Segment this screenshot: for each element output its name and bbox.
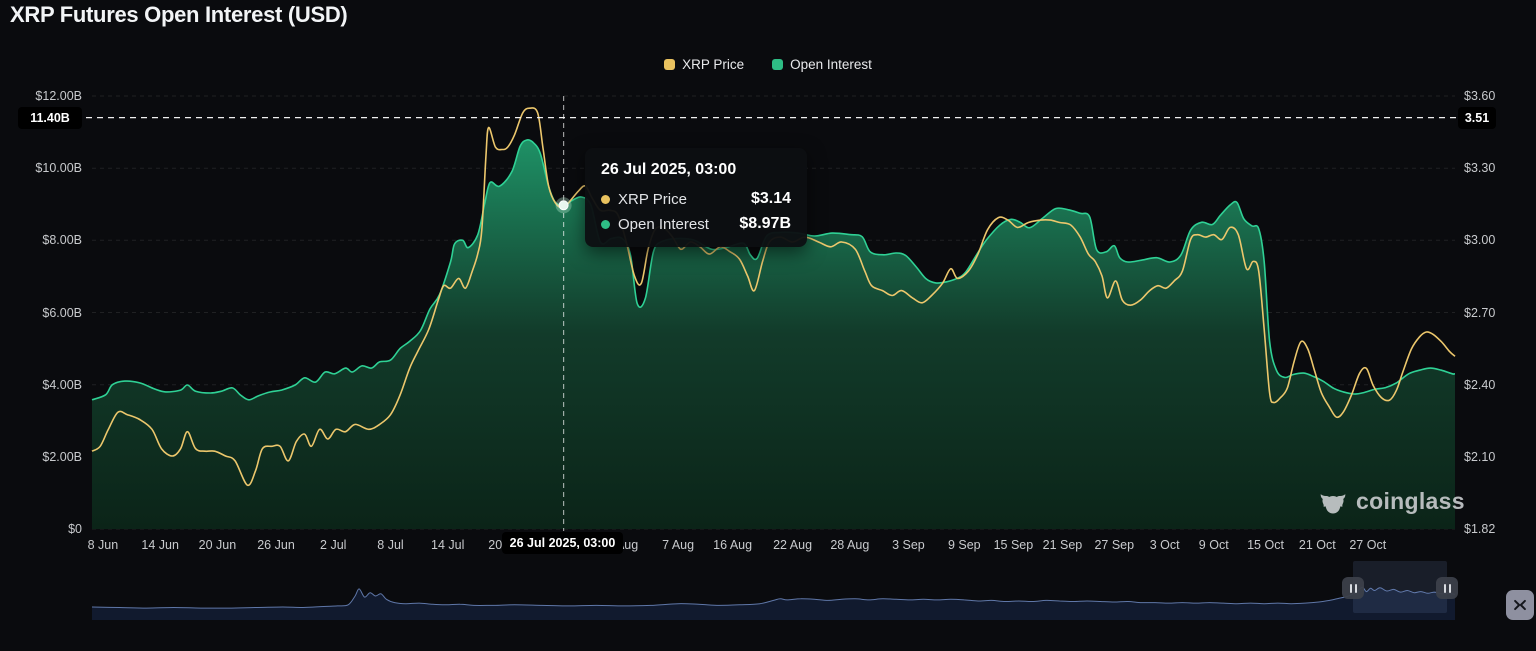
x-axis-tick: 9 Sep: [947, 538, 981, 552]
x-axis-tick: 14 Jul: [431, 538, 465, 552]
left-axis-tick: $0: [68, 522, 82, 536]
collapse-chart-button[interactable]: [1506, 590, 1534, 620]
x-axis-tick: 27 Oct: [1349, 538, 1387, 552]
x-axis-tick: 8 Jun: [87, 538, 119, 552]
x-axis-tick: 8 Jul: [377, 538, 404, 552]
navigator[interactable]: [92, 558, 1455, 622]
right-axis-tick: $3.00: [1464, 233, 1496, 248]
x-axis-tick: 28 Aug: [830, 538, 870, 552]
legend-label: Open Interest: [790, 57, 872, 72]
right-axis-tick: $3.30: [1464, 161, 1496, 176]
open-interest-dot-icon: [601, 219, 610, 229]
crosshair-date-tag: 26 Jul 2025, 03:00: [502, 532, 623, 554]
x-axis-tick: 26 Jun: [257, 538, 295, 552]
tooltip-row-xrp-price: XRP Price $3.14: [601, 190, 791, 208]
tooltip-label: XRP Price: [618, 190, 687, 208]
legend: XRP Price Open Interest: [0, 57, 1536, 72]
navigator-handle-right[interactable]: [1436, 577, 1458, 599]
left-axis-tick: $6.00B: [42, 305, 82, 320]
navigator-handle-left[interactable]: [1342, 577, 1364, 599]
tooltip-label: Open Interest: [618, 215, 709, 233]
x-axis-tick: 20 Jun: [198, 538, 237, 552]
coinglass-logo-icon: [1320, 494, 1346, 514]
tooltip-title: 26 Jul 2025, 03:00: [601, 161, 737, 178]
oi-reference-tag: 11.40B: [18, 107, 82, 129]
x-axis-tick: 15 Sep: [993, 538, 1034, 552]
x-axis-tick: 9 Oct: [1198, 538, 1229, 552]
xrp-price-dot-icon: [601, 194, 610, 204]
price-reference-tag: 3.51: [1458, 107, 1496, 129]
navigator-selection[interactable]: [1353, 561, 1447, 613]
x-axis-tick: 3 Sep: [892, 538, 925, 552]
collapse-icon: [1514, 599, 1526, 611]
open-interest-swatch-icon: [772, 59, 784, 70]
left-axis-tick: $12.00B: [35, 89, 82, 103]
x-axis-tick: 22 Aug: [773, 538, 813, 552]
x-axis-tick: 21 Sep: [1042, 538, 1083, 552]
right-axis-tick: $3.60: [1464, 89, 1496, 103]
x-axis-tick: 3 Oct: [1149, 538, 1180, 552]
right-axis-tick: $2.40: [1464, 377, 1496, 392]
legend-item-xrp-price[interactable]: XRP Price: [664, 57, 744, 72]
tooltip-value: $3.14: [750, 190, 791, 207]
left-axis-tick: $2.00B: [42, 449, 82, 464]
tooltip-row-open-interest: Open Interest $8.97B: [601, 215, 791, 233]
x-axis-tick: 14 Jun: [141, 538, 179, 552]
x-axis-tick: 15 Oct: [1247, 538, 1284, 552]
x-axis-tick: 2 Jul: [320, 538, 347, 552]
left-axis-tick: $4.00B: [42, 377, 82, 392]
tooltip: 26 Jul 2025, 03:00 XRP Price $3.14 Open …: [585, 148, 807, 247]
right-axis-tick: $2.70: [1464, 305, 1496, 320]
left-axis-tick: $8.00B: [42, 233, 82, 248]
page-title: XRP Futures Open Interest (USD): [10, 2, 348, 27]
x-axis-tick: 16 Aug: [713, 538, 753, 552]
left-axis-tick: $10.00B: [35, 161, 82, 176]
tooltip-value: $8.97B: [739, 215, 791, 232]
x-axis-tick: 27 Sep: [1094, 538, 1135, 552]
x-axis-tick: 7 Aug: [662, 538, 695, 552]
right-axis-tick: $2.10: [1464, 449, 1496, 464]
watermark: coinglass: [1318, 486, 1465, 516]
legend-label: XRP Price: [682, 57, 745, 72]
x-axis-tick: 21 Oct: [1298, 538, 1336, 552]
xrp-price-swatch-icon: [664, 59, 676, 70]
watermark-text: coinglass: [1356, 487, 1465, 514]
right-axis-tick: $1.82: [1464, 522, 1496, 536]
legend-item-open-interest[interactable]: Open Interest: [772, 57, 872, 72]
